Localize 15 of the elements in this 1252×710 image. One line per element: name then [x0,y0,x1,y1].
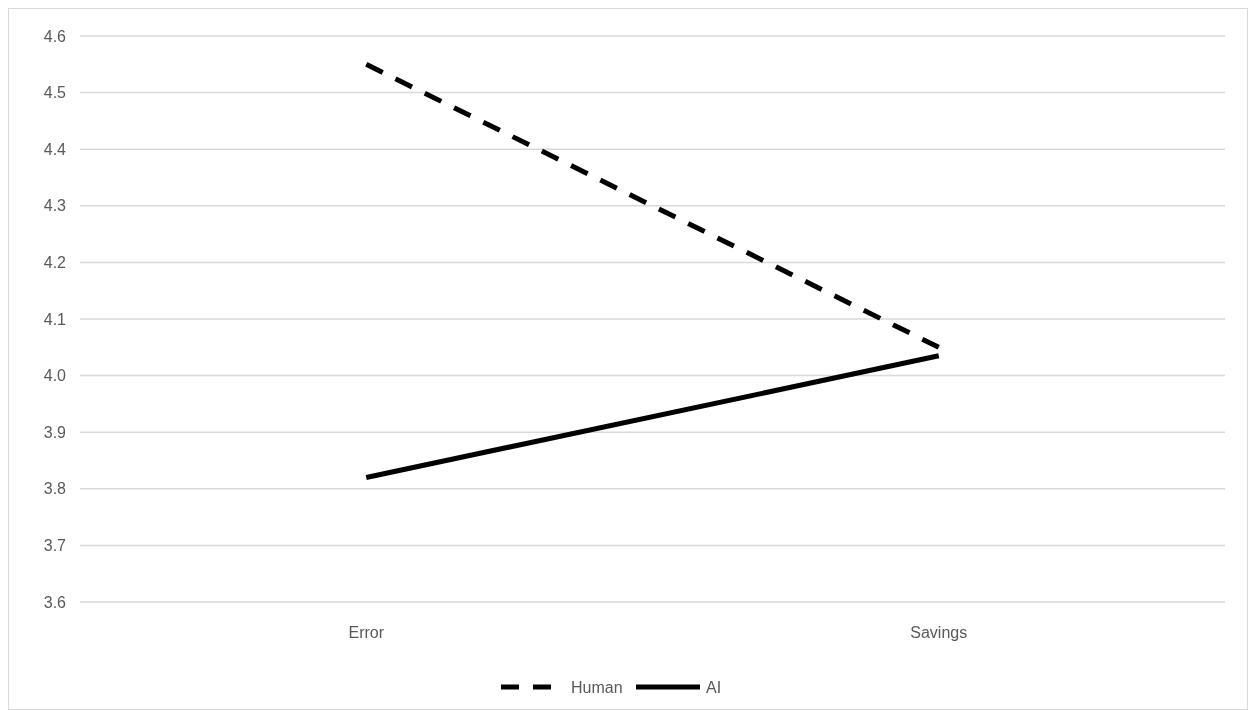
y-tick-label: 4.4 [43,140,67,158]
y-tick-label: 3.9 [43,423,67,441]
y-tick-label: 3.6 [43,593,67,611]
y-tick-label: 4.0 [43,367,67,385]
legend-label: AI [706,678,722,696]
y-tick-label: 4.6 [43,27,67,45]
y-tick-label: 4.5 [43,84,67,102]
x-tick-label: Savings [910,623,968,641]
y-tick-label: 4.3 [43,197,67,215]
y-tick-label: 4.1 [43,310,67,328]
y-tick-label: 3.7 [43,537,67,554]
y-tick-label: 4.2 [43,254,67,271]
y-tick-label: 3.8 [43,480,67,498]
x-tick-label: Error [348,623,385,641]
legend-label: Human [571,678,623,696]
